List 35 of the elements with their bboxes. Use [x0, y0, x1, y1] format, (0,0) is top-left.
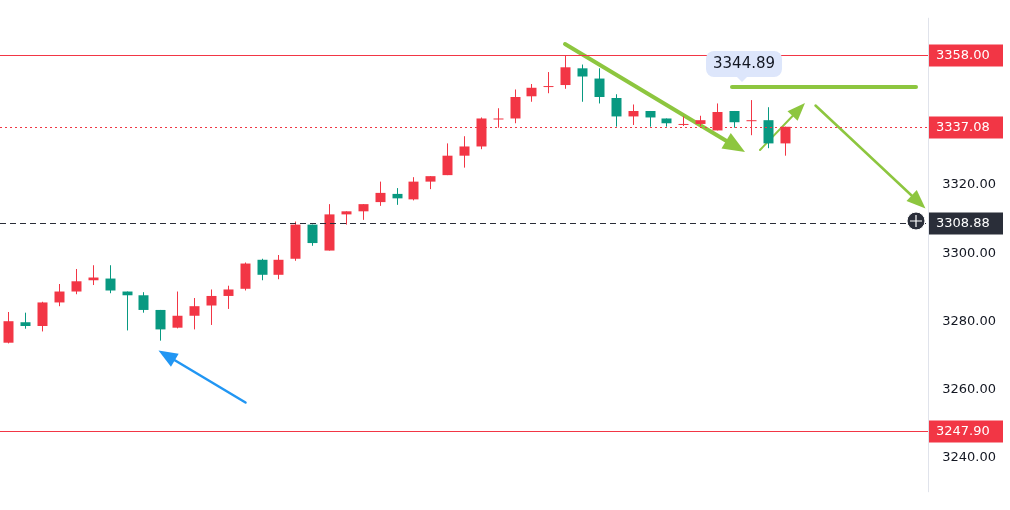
- candlestick: [442, 142, 453, 176]
- candlestick: [189, 297, 200, 330]
- candlestick: [257, 258, 268, 281]
- candlestick: [408, 176, 419, 201]
- candlestick: [375, 181, 386, 207]
- candlestick: [577, 64, 588, 103]
- candlestick: [543, 71, 554, 94]
- candlestick: [678, 115, 689, 127]
- candlestick: [628, 103, 639, 126]
- candlestick: [71, 268, 82, 295]
- y-tick-label: 3280.00: [942, 312, 996, 328]
- y-tick-label: 3300.00: [942, 244, 996, 260]
- y-tick-label: 3240.00: [942, 449, 996, 465]
- ref-line-label: 3308.88: [936, 214, 990, 230]
- candlestick: [37, 301, 48, 332]
- ref-line-label: 3247.90: [936, 422, 990, 438]
- y-tick-label: 3320.00: [942, 176, 996, 192]
- candlestick: [273, 254, 284, 280]
- ref-line-label: 3358.00: [936, 46, 990, 62]
- candlestick: [206, 288, 217, 326]
- candlestick: [763, 106, 774, 149]
- candlestick: [594, 67, 605, 104]
- candlestick: [459, 135, 470, 169]
- candlestick: [54, 283, 65, 307]
- ref-line-label: 3337.08: [936, 118, 990, 134]
- candlestick: [611, 93, 622, 128]
- candlestick: [138, 291, 149, 314]
- candlestick: [155, 309, 166, 342]
- candlestick: [510, 88, 521, 124]
- y-tick-label: 3260.00: [942, 381, 996, 397]
- candlestick: [105, 264, 116, 294]
- candlestick: [3, 311, 14, 344]
- annotation: 3344.89: [713, 53, 776, 72]
- candlestick: [172, 291, 183, 329]
- candlestick: [223, 285, 234, 310]
